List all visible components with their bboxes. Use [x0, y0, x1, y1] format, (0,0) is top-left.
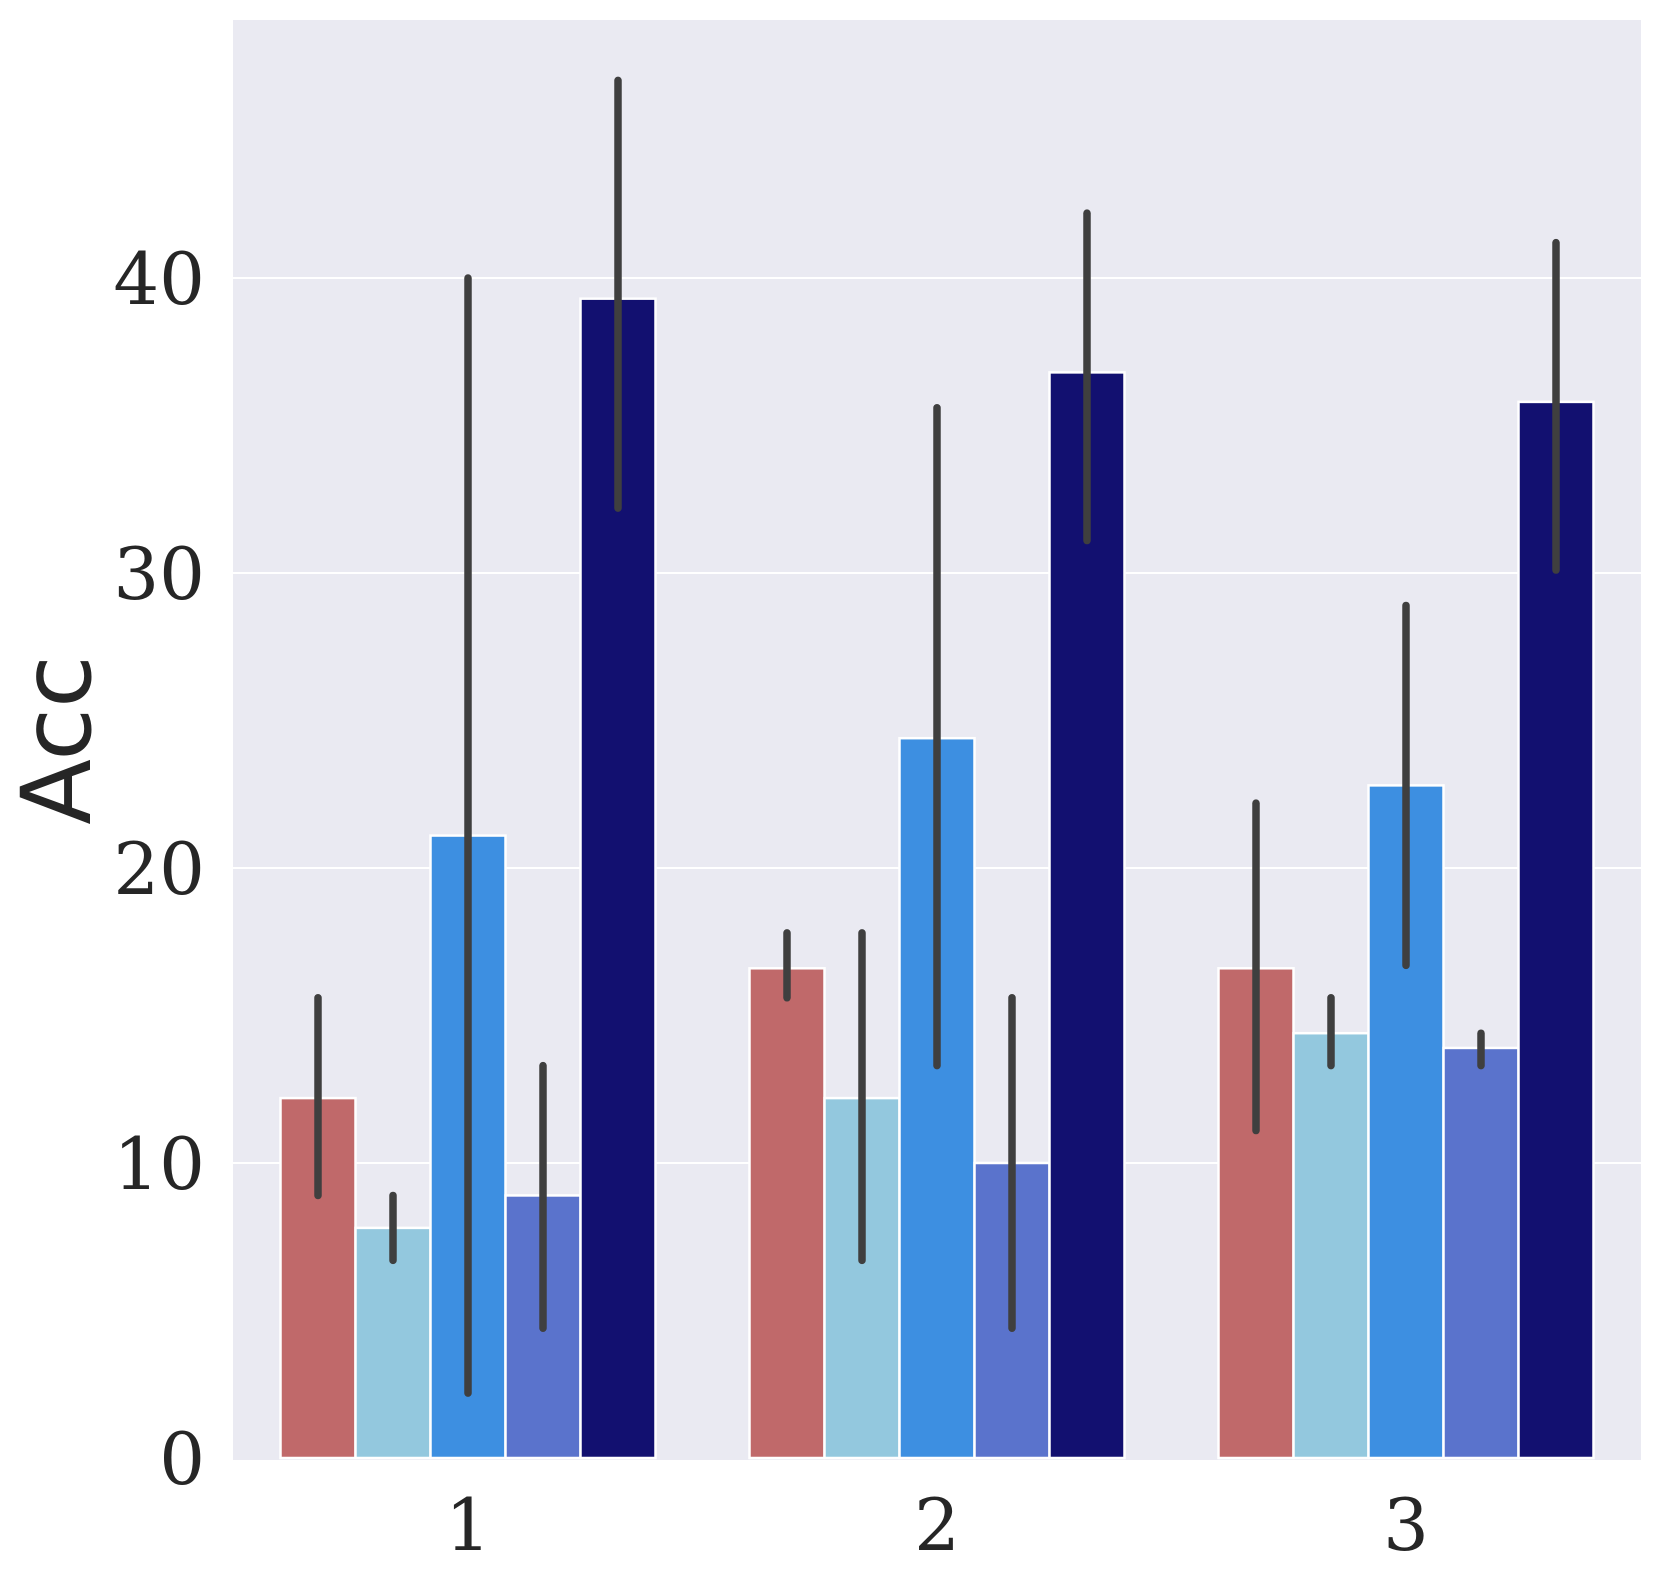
bar-series-1-cat-2 — [748, 967, 826, 1460]
y-tick-label: 20 — [113, 827, 205, 911]
error-bars — [314, 76, 1560, 1397]
x-tick-labels: 1 2 3 — [445, 1483, 1429, 1567]
y-tick-label: 40 — [113, 237, 205, 321]
x-tick-label: 3 — [1383, 1483, 1429, 1567]
y-axis-label: Acc — [1, 655, 113, 825]
y-tick-label: 30 — [113, 532, 205, 616]
x-tick-label: 1 — [445, 1483, 491, 1567]
bar-series-2-cat-1 — [354, 1226, 432, 1460]
bar-series-5-cat-2 — [1048, 371, 1126, 1460]
bar-series-3-cat-2 — [898, 736, 976, 1460]
y-tick-label: 0 — [159, 1417, 205, 1501]
bar-series-4-cat-3 — [1442, 1046, 1520, 1460]
x-tick-label: 2 — [914, 1483, 960, 1567]
y-tick-labels: 0 10 20 30 40 — [113, 237, 205, 1501]
bar-series-2-cat-3 — [1292, 1031, 1370, 1460]
bar-series-5-cat-3 — [1517, 400, 1595, 1460]
y-tick-label: 10 — [113, 1122, 205, 1206]
